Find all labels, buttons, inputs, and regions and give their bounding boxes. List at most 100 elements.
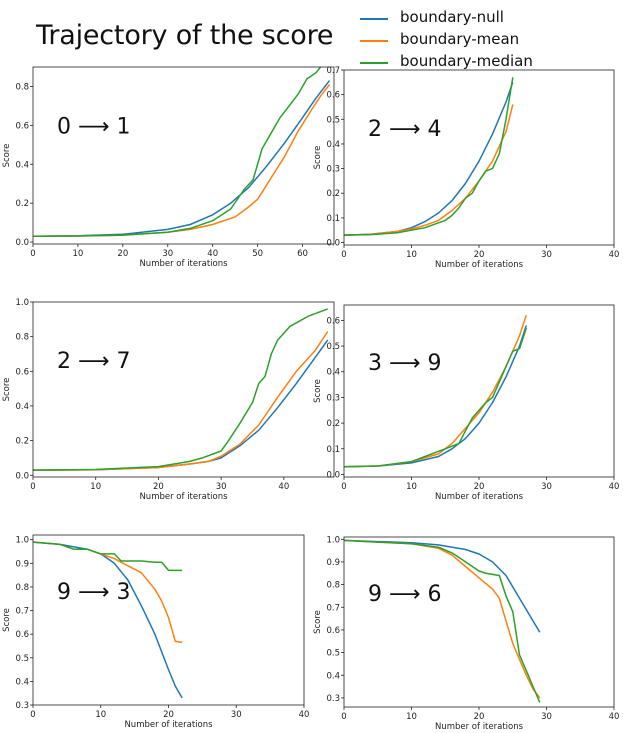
x-tick-label: 20: [153, 482, 164, 492]
y-tick-label: 0.4: [15, 402, 29, 412]
legend-label-mean: boundary-mean: [400, 30, 520, 48]
y-tick-label: 0.8: [15, 333, 29, 343]
y-tick-label: 0.2: [326, 189, 340, 199]
chart-panel-1: 0 10 20 30 40 50 60 0.0 0.2 0.4 0.6 0.8 Number of it…: [2, 66, 335, 269]
x-tick-label: 20: [117, 249, 128, 259]
legend-swatch-null: [360, 18, 388, 20]
x-tick-label: 0: [30, 249, 35, 259]
x-tick-label: 30: [541, 482, 552, 492]
y-tick-label: 0.3: [326, 694, 340, 704]
y-tick-label: 1.0: [15, 298, 29, 308]
series-line-boundary-median: [344, 327, 528, 468]
y-axis-label: Score: [2, 378, 12, 402]
x-tick-label: 40: [609, 482, 620, 492]
y-axis-label: Score: [2, 144, 12, 168]
y-tick-label: 0.3: [15, 701, 29, 711]
series-line-boundary-median: [33, 308, 328, 471]
series-line-boundary-median: [344, 539, 541, 703]
y-tick-label: 0.7: [15, 607, 29, 617]
y-tick-label: 0.0: [326, 239, 340, 249]
x-tick-label: 10: [90, 482, 101, 492]
series-line-boundary-null: [33, 80, 331, 237]
y-tick-label: 0.5: [326, 115, 340, 125]
x-axis-label: Number of iterations: [124, 720, 213, 730]
y-tick-label: 0.7: [326, 66, 340, 76]
y-axis-label: Score: [313, 610, 323, 634]
x-tick-label: 40: [609, 250, 620, 260]
y-tick-label: 0.6: [326, 91, 340, 101]
x-tick-label: 0: [341, 482, 346, 492]
y-tick-label: 0.6: [326, 626, 340, 636]
y-tick-label: 0.6: [326, 316, 340, 326]
x-tick-label: 20: [163, 710, 174, 720]
y-tick-label: 0.6: [15, 367, 29, 377]
y-axis-label: Score: [313, 146, 323, 170]
panel-label: 2 ⟶ 4: [368, 117, 442, 142]
y-tick-label: 0.9: [15, 559, 29, 569]
chart-panel-3: 0 10 20 30 40 0.0 0.2 0.4 0.6 0.8 1.0 Number of ite…: [2, 298, 335, 502]
x-tick-label: 50: [252, 249, 263, 259]
chart-panel-4: 0 10 20 30 40 0.0 0.1 0.2 0.3 0.4 0.5 0.6 Number of …: [313, 304, 620, 502]
x-tick-label: 30: [541, 712, 552, 722]
series-line-boundary-null: [344, 539, 541, 633]
axes-frame: [32, 301, 335, 478]
x-tick-label: 20: [474, 712, 485, 722]
y-tick-label: 0.9: [326, 558, 340, 568]
series-line-boundary-null: [344, 325, 528, 468]
figure-title: Trajectory of the score: [36, 20, 334, 51]
x-tick-label: 0: [341, 712, 346, 722]
x-tick-label: 40: [609, 712, 620, 722]
x-axis-label: Number of iterations: [139, 259, 228, 269]
x-axis-label: Number of iterations: [139, 492, 228, 502]
y-tick-label: 0.6: [15, 121, 29, 131]
series-line-boundary-median: [33, 67, 322, 237]
y-tick-label: 0.4: [326, 671, 340, 681]
x-axis-label: Number of iterations: [435, 722, 524, 732]
y-tick-label: 0.7: [326, 603, 340, 613]
x-tick-label: 10: [406, 482, 417, 492]
x-tick-label: 20: [474, 482, 485, 492]
y-tick-label: 1.0: [15, 536, 29, 546]
panel-label: 2 ⟶ 7: [57, 349, 131, 374]
y-tick-label: 0.0: [15, 471, 29, 481]
y-tick-label: 0.0: [326, 470, 340, 480]
y-tick-label: 0.4: [326, 140, 340, 150]
y-tick-label: 0.5: [326, 342, 340, 352]
y-tick-label: 0.8: [15, 82, 29, 92]
series-line-boundary-null: [344, 82, 514, 236]
panel-label: 0 ⟶ 1: [57, 114, 131, 139]
series-line-boundary-median: [33, 541, 183, 572]
series-line-boundary-mean: [33, 331, 329, 471]
x-tick-label: 20: [474, 250, 485, 260]
chart-panel-5: 0 10 20 30 40 0.3 0.4 0.5 0.6 0.7 0.8 0.9 1.0 Number …: [2, 534, 310, 730]
x-tick-label: 0: [341, 250, 346, 260]
panel-label: 9 ⟶ 6: [368, 582, 442, 607]
axes-frame: [343, 69, 615, 246]
chart-panel-2: 0 10 20 30 40 0.0 0.1 0.2 0.3 0.4 0.5 0.6 0.7 Number …: [313, 66, 619, 270]
y-axis-label: Score: [313, 379, 323, 403]
series-line-boundary-null: [33, 541, 183, 699]
y-tick-label: 0.3: [326, 393, 340, 403]
series-line-boundary-mean: [344, 539, 541, 699]
x-tick-label: 30: [231, 710, 242, 720]
series-line-boundary-mean: [344, 104, 514, 236]
axes-frame: [343, 304, 615, 478]
axes-frame: [343, 536, 615, 708]
y-tick-label: 0.3: [326, 165, 340, 175]
x-tick-label: 40: [278, 482, 289, 492]
x-axis-label: Number of iterations: [435, 260, 524, 270]
y-tick-label: 0.8: [15, 583, 29, 593]
y-tick-label: 0.4: [326, 368, 340, 378]
y-tick-label: 0.4: [15, 677, 29, 687]
series-line-boundary-mean: [33, 84, 331, 237]
y-tick-label: 0.2: [326, 419, 340, 429]
x-tick-label: 30: [162, 249, 173, 259]
x-tick-label: 40: [207, 249, 218, 259]
x-tick-label: 0: [30, 710, 35, 720]
y-axis-label: Score: [2, 608, 12, 632]
y-tick-label: 0.8: [326, 581, 340, 591]
y-tick-label: 0.6: [15, 630, 29, 640]
x-tick-label: 40: [299, 710, 310, 720]
series-line-boundary-median: [344, 77, 514, 236]
